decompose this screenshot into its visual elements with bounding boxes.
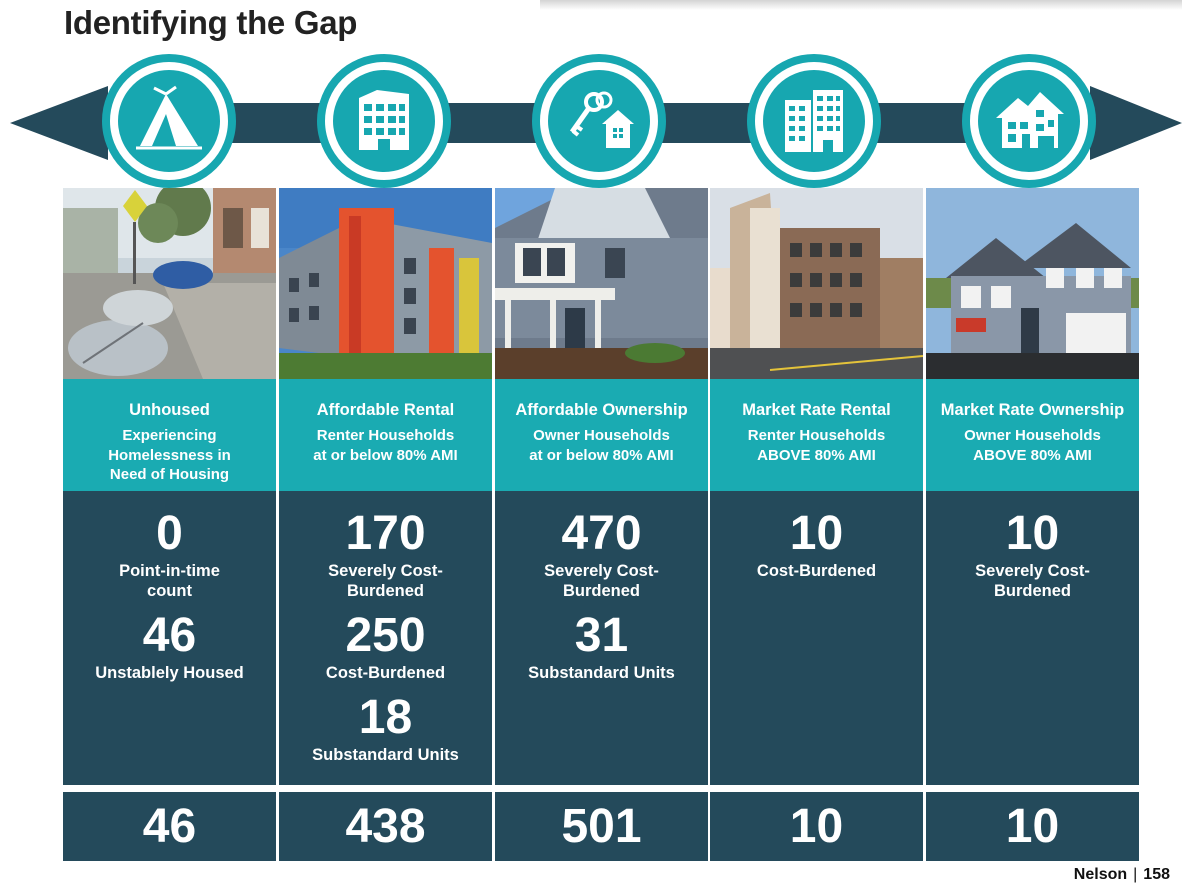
- category-header: Affordable Ownership Owner Households at…: [495, 379, 708, 491]
- stats-panel: 470 Severely Cost- Burdened 31 Substanda…: [495, 491, 708, 785]
- column-total: 438: [279, 792, 492, 861]
- stat-cost-burdened: 250 Cost-Burdened: [279, 609, 492, 683]
- page-footer: Nelson | 158: [1074, 866, 1170, 884]
- stat-label: Point-in-time count: [119, 562, 220, 600]
- footer-separator: |: [1133, 866, 1138, 883]
- photo-affordable-apartment-building: [279, 188, 492, 379]
- stat-value: 46: [142, 609, 197, 662]
- category-title: Market Rate Rental: [742, 401, 891, 419]
- stat-unstably-housed: 46 Unstablely Housed: [63, 609, 276, 683]
- category-title: Affordable Ownership: [515, 401, 688, 419]
- stat-label: Unstablely Housed: [95, 664, 244, 682]
- apartment-building-icon: [325, 62, 443, 180]
- key-house-icon: [540, 62, 658, 180]
- category-header: Unhoused Experiencing Homelessness in Ne…: [63, 379, 276, 491]
- column-total: 46: [63, 792, 276, 861]
- stat-value: 18: [358, 691, 413, 744]
- column-total: 501: [495, 792, 708, 861]
- category-title: Affordable Rental: [316, 401, 455, 419]
- column-total: 10: [926, 792, 1139, 861]
- stat-cost-burdened: 10 Cost-Burdened: [710, 507, 923, 581]
- large-house-icon: [970, 62, 1088, 180]
- category-header: Market Rate Rental Renter Households ABO…: [710, 379, 923, 491]
- stat-label: Severely Cost- Burdened: [544, 562, 659, 600]
- stat-value: 31: [574, 609, 629, 662]
- stat-severely-cost-burdened: 470 Severely Cost- Burdened: [495, 507, 708, 601]
- page-title: Identifying the Gap: [64, 4, 358, 41]
- column-total: 10: [710, 792, 923, 861]
- stat-label: Substandard Units: [528, 664, 675, 682]
- stat-label: Severely Cost- Burdened: [328, 562, 443, 600]
- category-subtitle: Renter Households at or below 80% AMI: [313, 427, 458, 464]
- stat-value: 250: [345, 609, 426, 662]
- stat-label: Substandard Units: [312, 746, 459, 764]
- highrise-building-icon: [755, 62, 873, 180]
- stat-value: 10: [1005, 507, 1060, 560]
- stat-severely-cost-burdened: 170 Severely Cost- Burdened: [279, 507, 492, 601]
- tent-icon: [110, 62, 228, 180]
- category-header: Affordable Rental Renter Households at o…: [279, 379, 492, 491]
- stat-value: 10: [789, 507, 844, 560]
- stat-label: Cost-Burdened: [756, 562, 877, 580]
- category-subtitle: Owner Households at or below 80% AMI: [529, 427, 674, 464]
- stat-value: 170: [345, 507, 426, 560]
- stats-panel: 170 Severely Cost- Burdened 250 Cost-Bur…: [279, 491, 492, 785]
- photo-two-story-house: [495, 188, 708, 379]
- footer-name: Nelson: [1073, 866, 1128, 883]
- category-title: Unhoused: [129, 401, 210, 419]
- category-subtitle: Renter Households ABOVE 80% AMI: [747, 427, 886, 464]
- stat-substandard-units: 18 Substandard Units: [279, 691, 492, 765]
- stat-point-in-time: 0 Point-in-time count: [63, 507, 276, 601]
- top-rule: [540, 0, 1182, 10]
- stat-value: 470: [561, 507, 642, 560]
- photo-large-single-family-home: [926, 188, 1139, 379]
- stat-value: 0: [156, 507, 183, 560]
- category-title: Market Rate Ownership: [940, 401, 1125, 419]
- stat-label: Cost-Burdened: [325, 664, 446, 682]
- stat-severely-cost-burdened: 10 Severely Cost- Burdened: [926, 507, 1139, 601]
- photo-tents-on-sidewalk: [63, 188, 276, 379]
- stats-panel: 10 Severely Cost- Burdened: [926, 491, 1139, 785]
- stats-panel: 0 Point-in-time count 46 Unstablely Hous…: [63, 491, 276, 785]
- category-subtitle: Experiencing Homelessness in Need of Hou…: [108, 427, 231, 483]
- stats-panel: 10 Cost-Burdened: [710, 491, 923, 785]
- page-number: 158: [1143, 866, 1170, 883]
- category-subtitle: Owner Households ABOVE 80% AMI: [964, 427, 1101, 464]
- category-header: Market Rate Ownership Owner Households A…: [926, 379, 1139, 491]
- stat-substandard-units: 31 Substandard Units: [495, 609, 708, 683]
- stat-label: Severely Cost- Burdened: [975, 562, 1090, 600]
- photo-market-rate-apartments: [710, 188, 923, 379]
